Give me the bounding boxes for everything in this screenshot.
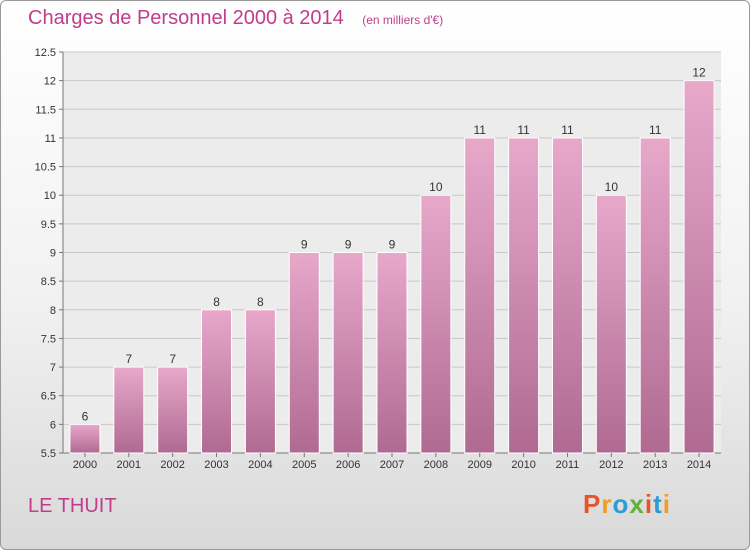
x-tick-label: 2009 [467, 459, 491, 471]
chart-unit: (en milliers d'€) [362, 13, 444, 27]
y-tick-label: 6.5 [41, 391, 56, 403]
bar [551, 137, 583, 454]
bar [464, 137, 496, 454]
chart-title-block: Charges de Personnel 2000 à 2014 (en mil… [28, 7, 443, 30]
logo-letter: P [583, 489, 602, 519]
x-tick-label: 2012 [599, 459, 623, 471]
x-tick-label: 2013 [643, 459, 667, 471]
bar-value-label: 12 [692, 66, 706, 80]
bar [683, 80, 715, 454]
x-tick-label: 2014 [687, 459, 711, 471]
y-tick-label: 5.5 [41, 448, 56, 460]
bar-value-label: 11 [649, 123, 662, 137]
bar [201, 309, 233, 454]
bar-value-label: 7 [169, 352, 176, 366]
y-tick-label: 11.5 [35, 104, 56, 116]
bar-value-label: 9 [301, 238, 308, 252]
proxiti-logo: Proxiti [583, 489, 671, 520]
bar-value-label: 9 [389, 238, 396, 252]
logo-letter: i [644, 489, 654, 519]
x-tick-label: 2004 [248, 459, 272, 471]
bar-value-label: 8 [213, 295, 220, 309]
logo-letter: t [653, 489, 663, 519]
x-tick-label: 2010 [511, 459, 535, 471]
commune-name: LE THUIT [28, 495, 117, 517]
y-tick-label: 8 [50, 305, 56, 317]
bar-value-label: 8 [257, 295, 264, 309]
x-tick-label: 2000 [73, 459, 97, 471]
bar-value-label: 7 [125, 352, 132, 366]
bar [595, 194, 627, 454]
x-tick-label: 2006 [336, 459, 360, 471]
x-tick-label: 2008 [424, 459, 448, 471]
y-tick-label: 9.5 [41, 219, 56, 231]
bar [244, 309, 276, 454]
y-tick-label: 7.5 [41, 333, 56, 345]
logo-letter: x [629, 489, 645, 519]
bar-value-label: 9 [345, 238, 352, 252]
bar [113, 366, 145, 454]
bar [420, 194, 452, 454]
y-tick-label: 7 [50, 362, 56, 374]
logo-letter: i [662, 489, 671, 519]
x-tick-label: 2003 [204, 459, 228, 471]
y-tick-label: 6 [50, 419, 56, 431]
bar [376, 252, 408, 454]
bar-value-label: 6 [82, 409, 89, 423]
bar-value-label: 11 [561, 123, 574, 137]
y-tick-label: 9 [50, 248, 56, 260]
bar-value-label: 11 [473, 123, 486, 137]
bar [332, 252, 364, 454]
y-tick-label: 12 [44, 76, 56, 88]
y-tick-label: 10.5 [35, 162, 56, 174]
x-tick-label: 2002 [160, 459, 184, 471]
bar-value-label: 11 [517, 123, 530, 137]
bar [157, 366, 189, 454]
logo-letter: o [612, 489, 630, 519]
x-tick-label: 2001 [117, 459, 141, 471]
y-tick-label: 11 [45, 133, 56, 145]
x-tick-label: 2011 [556, 459, 580, 471]
x-tick-label: 2007 [380, 459, 404, 471]
y-tick-label: 12.5 [35, 47, 56, 59]
bar [288, 252, 320, 454]
x-tick-label: 2005 [292, 459, 316, 471]
chart-title: Charges de Personnel 2000 à 2014 [28, 7, 344, 29]
y-tick-label: 10 [44, 190, 56, 202]
bar-value-label: 10 [605, 180, 619, 194]
y-tick-label: 8.5 [41, 276, 56, 288]
bar [69, 423, 101, 454]
bar [639, 137, 671, 454]
bar-value-label: 10 [429, 180, 443, 194]
bar [508, 137, 540, 454]
logo-letter: r [601, 489, 613, 519]
